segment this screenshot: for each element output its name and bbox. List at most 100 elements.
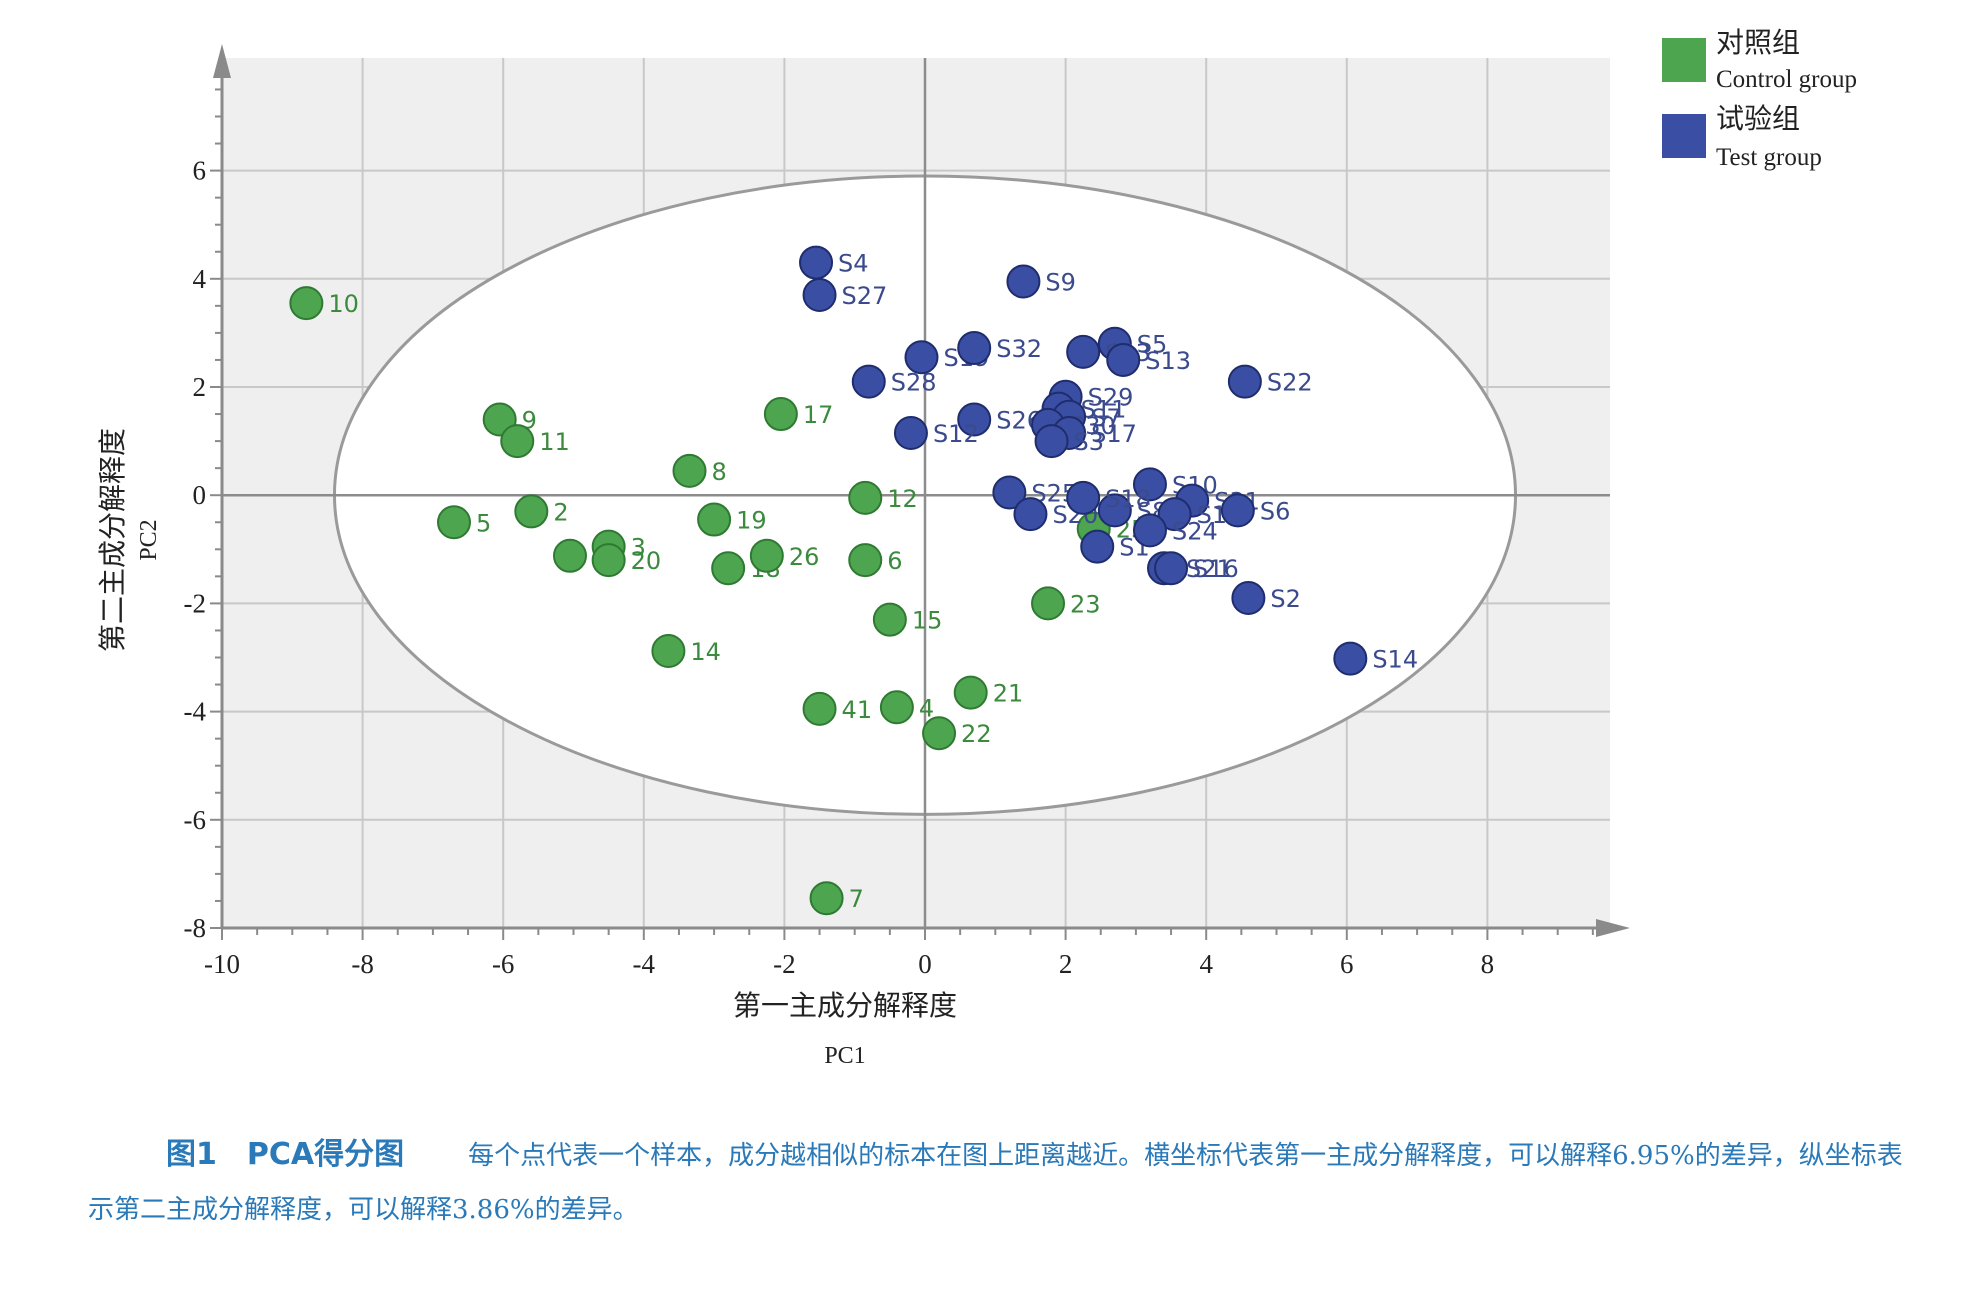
y-tick-label: 4 <box>193 264 207 294</box>
control-point-label: 2 <box>553 498 568 526</box>
test-point-label: S17 <box>1091 420 1137 448</box>
control-point <box>879 690 914 725</box>
test-point-label: S24 <box>1172 517 1218 545</box>
test-point <box>1080 529 1115 564</box>
legend-swatch-control <box>1662 38 1706 82</box>
x-tick-label: -6 <box>492 949 515 979</box>
control-point-label: 7 <box>849 885 864 913</box>
test-point-label: S13 <box>1145 347 1191 375</box>
control-point-label: 41 <box>842 696 873 724</box>
x-axis-arrow <box>1596 919 1630 937</box>
test-point <box>1066 334 1101 369</box>
test-point-label: S27 <box>842 282 888 310</box>
control-point <box>809 881 844 916</box>
test-point-label: S14 <box>1372 646 1418 674</box>
test-point-label: S11 <box>1081 396 1127 424</box>
test-point-label: S32 <box>996 335 1042 363</box>
test-point-label: S22 <box>1267 369 1313 397</box>
x-tick-label: 0 <box>918 949 932 979</box>
test-point-label: S21 <box>1186 555 1232 583</box>
test-point <box>1106 342 1141 377</box>
data-points: 1091152163208191826171261514414212223257… <box>289 245 1418 916</box>
y-axis-subtitle: PC2 <box>136 519 162 560</box>
control-point-label: 15 <box>912 607 943 635</box>
test-point <box>1006 264 1041 299</box>
control-point <box>749 538 784 573</box>
y-tick-label: 0 <box>193 480 207 510</box>
control-point <box>872 602 907 637</box>
test-point <box>957 402 992 437</box>
legend-label-control-en: Control group <box>1716 66 1857 93</box>
test-point <box>893 415 928 450</box>
test-point-label: S4 <box>838 250 869 278</box>
test-point <box>1034 424 1069 459</box>
control-point <box>922 716 957 751</box>
test-point <box>1227 364 1262 399</box>
test-point-label: S29 <box>1088 384 1134 412</box>
control-point <box>953 675 988 710</box>
test-point <box>1132 467 1167 502</box>
test-point <box>851 364 886 399</box>
x-tick-label: -10 <box>204 949 240 979</box>
y-tick-label: -4 <box>184 697 207 727</box>
x-tick-label: -8 <box>351 949 374 979</box>
test-point <box>1132 513 1167 548</box>
test-point <box>904 340 939 375</box>
axes <box>210 44 1630 940</box>
y-axis-title: 第二主成分解释度 <box>96 428 129 652</box>
control-point <box>591 543 626 578</box>
x-tick-label: 6 <box>1340 949 1354 979</box>
control-point-label: 23 <box>1070 590 1101 618</box>
x-tick-label: 4 <box>1199 949 1213 979</box>
control-point-label: 10 <box>328 290 359 318</box>
test-point <box>1097 493 1132 528</box>
test-point-label: S7 <box>1091 404 1122 432</box>
control-point <box>848 480 883 515</box>
control-point <box>500 424 535 459</box>
test-point <box>1220 493 1255 528</box>
control-point-label: 21 <box>993 680 1024 708</box>
control-point-label: 5 <box>476 509 491 537</box>
control-point <box>672 453 707 488</box>
x-tick-label: -2 <box>773 949 796 979</box>
legend-label-control: 对照组 <box>1716 26 1800 59</box>
test-point-label: S18 <box>1105 485 1151 513</box>
control-point-label: 3 <box>631 534 646 562</box>
test-point <box>1013 497 1048 532</box>
control-point <box>802 691 837 726</box>
y-axis-arrow <box>213 44 231 78</box>
control-point-label: 4 <box>919 694 934 722</box>
x-tick-label: 8 <box>1481 949 1495 979</box>
control-point-label: 11 <box>539 428 570 456</box>
control-point <box>514 494 549 529</box>
test-point <box>802 278 837 313</box>
x-axis-subtitle: PC1 <box>824 1043 865 1069</box>
test-point <box>1157 497 1192 532</box>
test-point <box>1154 551 1189 586</box>
control-point-label: 12 <box>887 485 918 513</box>
control-point <box>289 286 324 321</box>
control-point <box>763 397 798 432</box>
legend-swatch-test <box>1662 114 1706 158</box>
control-point <box>651 634 686 669</box>
y-tick-label: -6 <box>184 805 207 835</box>
legend: 对照组 Control group 试验组 Test group <box>1662 26 1857 171</box>
y-tick-label: -8 <box>184 913 207 943</box>
control-point-label: 22 <box>961 720 992 748</box>
y-tick-label: -2 <box>184 588 207 618</box>
figure-caption: 图1 PCA得分图 每个点代表一个样本，成分越相似的标本在图上距离越近。横坐标代表… <box>88 1128 1908 1237</box>
control-point <box>436 505 471 540</box>
control-point <box>711 551 746 586</box>
control-point-label: 6 <box>887 547 902 575</box>
control-point-label: 17 <box>803 401 834 429</box>
test-point-label: S28 <box>891 369 937 397</box>
test-point-label: S3 <box>1074 428 1105 456</box>
x-tick-label: 2 <box>1059 949 1073 979</box>
y-tick-label: 6 <box>193 156 207 186</box>
test-point-label: S5 <box>1137 331 1168 359</box>
control-point <box>552 538 587 573</box>
x-axis-title: 第一主成分解释度 <box>733 989 957 1022</box>
pca-score-chart: 1091152163208191826171261514414212223257… <box>96 26 1857 1069</box>
legend-label-test-en: Test group <box>1716 144 1822 171</box>
test-point <box>1066 480 1101 515</box>
